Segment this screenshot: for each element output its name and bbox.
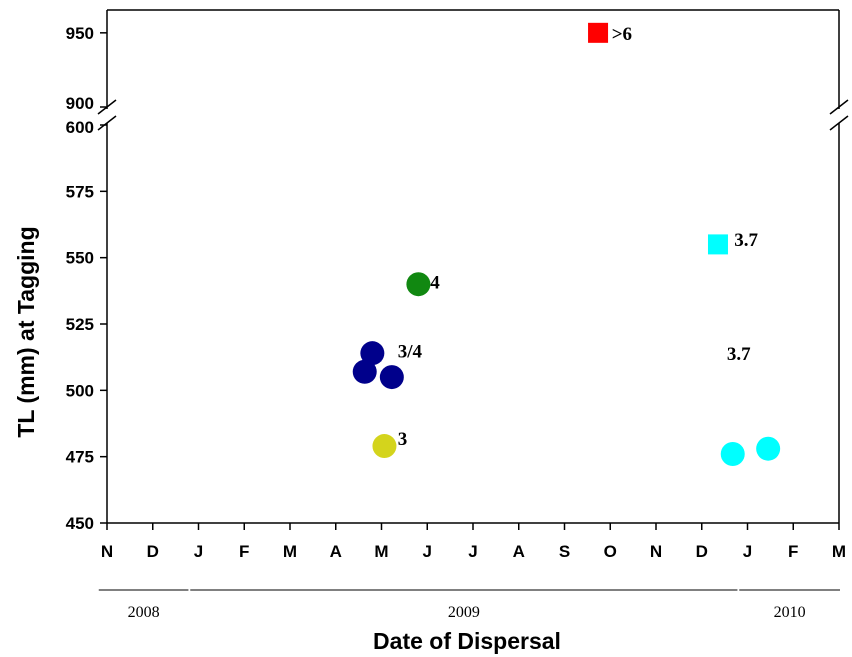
data-point-circle bbox=[360, 341, 385, 366]
axes bbox=[97, 9, 849, 524]
data-point-square bbox=[588, 22, 609, 43]
y-axis-ticks: 450 475 500 525 550 575 600 900 950 bbox=[66, 24, 107, 533]
point-annotation: 3/4 bbox=[398, 342, 423, 363]
y-tick-label: 900 bbox=[66, 94, 94, 113]
annotations: >6 3.7 4 3/4 3 3.7 bbox=[398, 24, 759, 450]
x-tick-label: M bbox=[374, 542, 388, 561]
x-tick-label: D bbox=[696, 542, 708, 561]
y-tick-label: 550 bbox=[66, 249, 94, 268]
x-axis-title: Date of Dispersal bbox=[373, 628, 561, 654]
x-tick-label: J bbox=[423, 542, 432, 561]
x-tick-label: A bbox=[513, 542, 525, 561]
y-axis-title: TL (mm) at Tagging bbox=[13, 226, 39, 437]
data-point-circle bbox=[756, 436, 781, 461]
point-annotation: 3 bbox=[398, 429, 408, 450]
data-point-circle bbox=[720, 442, 745, 467]
axis-break-mark-right-lower bbox=[829, 115, 849, 131]
y-tick-label: 500 bbox=[66, 381, 94, 400]
year-groups: 2008 2009 2010 bbox=[98, 589, 840, 621]
x-tick-label: A bbox=[330, 542, 342, 561]
axis-break-mark-right-upper bbox=[829, 99, 849, 115]
y-tick-label: 450 bbox=[66, 514, 94, 533]
x-tick-label: S bbox=[559, 542, 570, 561]
x-tick-label: F bbox=[788, 542, 798, 561]
point-annotation: >6 bbox=[612, 24, 632, 45]
axis-break-mark-left-lower bbox=[97, 115, 117, 131]
year-label: 2008 bbox=[128, 604, 160, 621]
x-tick-label: D bbox=[147, 542, 159, 561]
year-label: 2010 bbox=[774, 604, 806, 621]
x-tick-label: O bbox=[604, 542, 617, 561]
x-tick-label: N bbox=[650, 542, 662, 561]
data-point-circle bbox=[372, 434, 397, 459]
x-tick-label: F bbox=[239, 542, 249, 561]
data-point-circle bbox=[352, 359, 377, 384]
y-tick-label: 475 bbox=[66, 448, 94, 467]
x-tick-label: J bbox=[194, 542, 203, 561]
y-tick-label: 600 bbox=[66, 118, 94, 137]
y-tick-label: 575 bbox=[66, 182, 94, 201]
year-label: 2009 bbox=[448, 604, 480, 621]
point-annotation: 3.7 bbox=[734, 230, 758, 251]
point-annotation: 4 bbox=[430, 273, 440, 294]
data-point-circle bbox=[379, 365, 404, 390]
x-tick-label: J bbox=[468, 542, 477, 561]
x-tick-label: M bbox=[832, 542, 846, 561]
x-tick-label: M bbox=[283, 542, 297, 561]
data-point-circle bbox=[406, 272, 431, 297]
data-points bbox=[352, 22, 781, 467]
x-tick-label: J bbox=[743, 542, 752, 561]
data-point-square bbox=[707, 234, 728, 255]
y-tick-label: 525 bbox=[66, 315, 94, 334]
point-annotation: 3.7 bbox=[727, 344, 751, 365]
y-tick-label: 950 bbox=[66, 24, 94, 43]
x-tick-label: N bbox=[101, 542, 113, 561]
